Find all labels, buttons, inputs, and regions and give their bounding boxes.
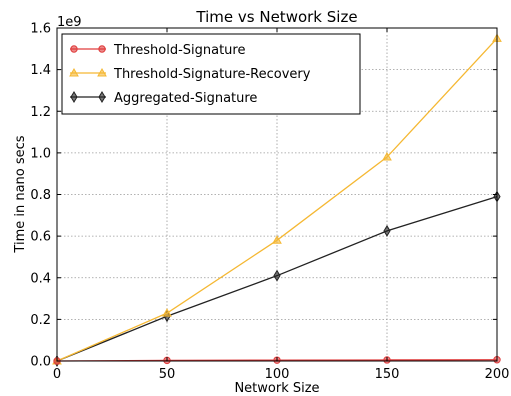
legend: Threshold-Signature Threshold-Signature-R… — [61, 33, 361, 115]
y-offset-label: 1e9 — [57, 15, 82, 30]
x-tick-label: 150 — [375, 367, 400, 382]
y-tick-label: 1.4 — [30, 63, 51, 78]
x-tick-label: 0 — [53, 367, 61, 382]
y-tick-label: 0.8 — [30, 188, 51, 203]
data-point — [382, 152, 392, 161]
legend-entry: Aggregated-Signature — [70, 91, 257, 106]
data-point — [273, 269, 281, 282]
data-point — [383, 224, 391, 237]
y-tick-label: 1.0 — [30, 146, 51, 161]
data-point — [272, 235, 282, 244]
legend-box — [61, 33, 361, 115]
x-tick-label: 50 — [159, 367, 176, 382]
y-tick-label: 0.2 — [30, 313, 51, 328]
chart-title: Time vs Network Size — [195, 8, 357, 26]
legend-marker — [98, 45, 106, 53]
legend-marker — [69, 67, 79, 77]
legend-marker — [70, 45, 78, 53]
data-point — [162, 308, 172, 317]
x-axis-label: Network Size — [234, 381, 319, 396]
y-tick-label: 0.4 — [30, 271, 51, 286]
legend-label: Aggregated-Signature — [114, 91, 257, 106]
legend-marker — [70, 91, 78, 103]
legend-marker — [97, 67, 107, 77]
legend-entry: Threshold-Signature-Recovery — [69, 67, 311, 82]
legend-label: Threshold-Signature-Recovery — [113, 67, 311, 82]
axis-ticks: 0 50 100 150 200 0.0 0.2 0.4 0.6 0.8 1.0 1.2 1.4 1.6 — [30, 22, 509, 383]
y-tick-label: 1.6 — [30, 22, 51, 37]
y-tick-label: 1.2 — [30, 105, 51, 120]
y-axis-label: Time in nano secs — [13, 135, 28, 253]
y-tick-label: 0.6 — [30, 230, 51, 245]
legend-label: Threshold-Signature — [113, 43, 245, 58]
grid-lines — [57, 28, 497, 361]
legend-entry: Threshold-Signature — [70, 43, 245, 58]
x-tick-label: 200 — [485, 367, 510, 382]
y-tick-label: 0.0 — [30, 355, 51, 370]
legend-marker — [98, 91, 106, 103]
x-tick-label: 100 — [265, 367, 290, 382]
